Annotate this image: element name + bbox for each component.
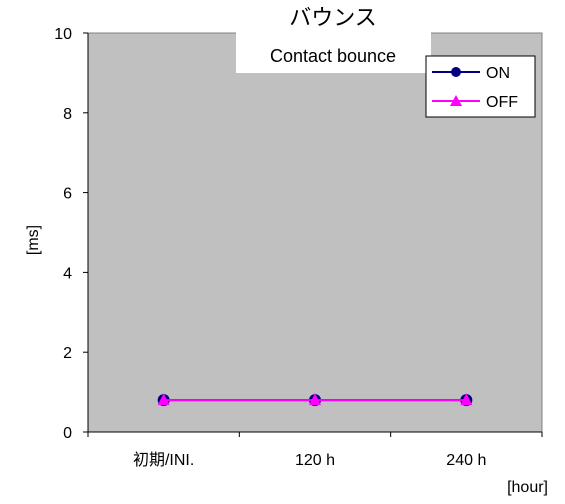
title-box [236,2,431,73]
y-tick-label: 0 [63,425,72,442]
legend: ON OFF [425,55,536,118]
chart-title: バウンス [289,5,377,30]
axes: 0 2 4 6 8 10 初期/INI. 120 h 240 h [54,26,543,469]
y-tick-label: 4 [63,265,72,282]
y-tick-label: 6 [63,186,72,203]
y-tick-label: 2 [63,345,72,362]
series-off [157,393,473,406]
legend-on-label: ON [486,65,510,82]
series-layer [157,393,473,407]
legend-off-marker [450,95,462,106]
x-axis-label: [hour] [507,479,548,496]
legend-off-label: OFF [486,94,518,111]
data-point-off [309,393,321,406]
legend-on-marker [451,67,461,77]
legend-box [425,55,536,118]
y-tick-label: 8 [63,106,72,123]
y-axis-label: [ms] [25,225,42,255]
data-point-off [460,393,473,406]
data-point-off [157,393,170,406]
y-tick-label: 10 [54,26,72,43]
x-tick-label: 240 h [446,452,486,469]
chart-subtitle: Contact bounce [270,46,396,66]
x-tick-label: 120 h [295,452,335,469]
x-tick-label: 初期/INI. [133,451,194,469]
